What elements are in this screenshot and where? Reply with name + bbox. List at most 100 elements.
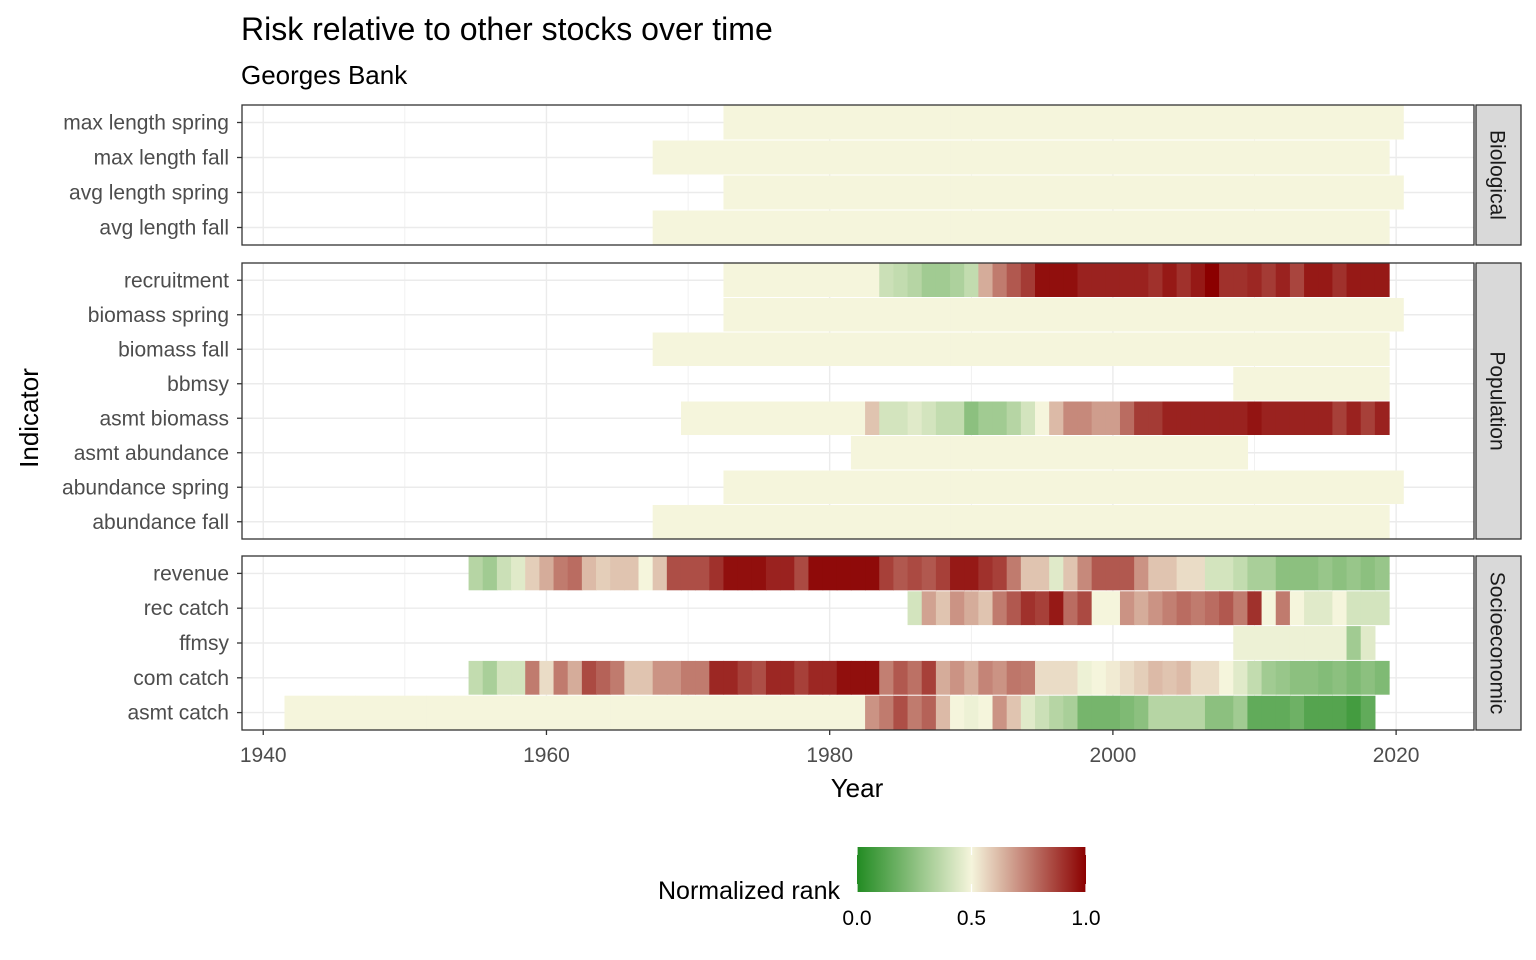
- heatmap-tile: [695, 695, 710, 730]
- heatmap-tile: [808, 660, 824, 695]
- heatmap-tile: [865, 695, 880, 730]
- heatmap-tile: [1332, 505, 1348, 539]
- heatmap-tile: [1204, 505, 1220, 539]
- heatmap-tile: [1035, 505, 1050, 539]
- heatmap-tile: [1105, 470, 1121, 504]
- heatmap-tile: [964, 695, 979, 730]
- heatmap-tile: [780, 140, 795, 175]
- heatmap-tile: [723, 556, 739, 591]
- heatmap-tile: [1006, 298, 1022, 332]
- heatmap-tile: [836, 140, 852, 175]
- heatmap-tile: [765, 401, 781, 435]
- heatmap-tile: [850, 401, 866, 435]
- heatmap-tile: [1148, 470, 1164, 504]
- heatmap-tile: [1035, 556, 1050, 591]
- heatmap-tile: [836, 298, 852, 332]
- heatmap-tile: [879, 436, 895, 470]
- heatmap-tile: [978, 210, 994, 245]
- heatmap-tile: [935, 505, 951, 539]
- heatmap-tile: [1134, 591, 1149, 626]
- heatmap-tile: [1346, 470, 1362, 504]
- heatmap-tile: [596, 556, 611, 591]
- facet-strip: [1475, 104, 1522, 246]
- heatmap-tile: [680, 210, 696, 245]
- heatmap-tile: [992, 505, 1008, 539]
- heatmap-tile: [539, 695, 555, 730]
- heatmap-tile: [822, 556, 838, 591]
- y-tick-label: rec catch: [144, 597, 229, 620]
- heatmap-tile: [1148, 436, 1164, 470]
- heatmap-tile: [822, 401, 838, 435]
- heatmap-tile: [978, 436, 994, 470]
- heatmap-tile: [1105, 298, 1121, 332]
- heatmap-tile: [610, 695, 625, 730]
- heatmap-tile: [596, 695, 611, 730]
- heatmap-tile: [1176, 660, 1192, 695]
- heatmap-tile: [1105, 105, 1121, 140]
- heatmap-tile: [680, 332, 696, 366]
- y-tick-label: asmt abundance: [74, 442, 229, 465]
- heatmap-tile: [737, 660, 753, 695]
- heatmap-tile: [1374, 175, 1390, 210]
- heatmap-tile: [680, 660, 696, 695]
- heatmap-tile: [794, 401, 810, 435]
- heatmap-tile: [1204, 436, 1220, 470]
- heatmap-tile: [525, 660, 540, 695]
- heatmap-tile: [1162, 660, 1178, 695]
- facet-strip: [1475, 262, 1522, 540]
- heatmap-tile: [567, 660, 583, 695]
- heatmap-tile: [1148, 401, 1164, 435]
- heatmap-tile: [1063, 436, 1079, 470]
- heatmap-tile: [1219, 298, 1234, 332]
- heatmap-tile: [1162, 591, 1178, 626]
- heatmap-tile: [850, 556, 866, 591]
- heatmap-tile: [893, 660, 909, 695]
- heatmap-tile: [1190, 263, 1206, 297]
- heatmap-tile: [1049, 263, 1064, 297]
- heatmap-tile: [1105, 263, 1121, 297]
- heatmap-tile: [964, 298, 979, 332]
- heatmap-tile: [1318, 660, 1333, 695]
- heatmap-tile: [1204, 175, 1220, 210]
- heatmap-tile: [1176, 140, 1192, 175]
- heatmap-tile: [1020, 263, 1036, 297]
- heatmap-tile: [723, 210, 739, 245]
- heatmap-tile: [1346, 332, 1362, 366]
- heatmap-tile: [893, 210, 909, 245]
- heatmap-tile: [950, 175, 965, 210]
- heatmap-tile: [751, 105, 767, 140]
- heatmap-tile: [1289, 105, 1305, 140]
- heatmap-tile: [1360, 556, 1376, 591]
- heatmap-tile: [709, 210, 725, 245]
- heatmap-tile: [695, 401, 710, 435]
- heatmap-tile: [1049, 470, 1064, 504]
- heatmap-tile: [1091, 105, 1107, 140]
- heatmap-tile: [1233, 298, 1249, 332]
- heatmap-tile: [666, 210, 682, 245]
- heatmap-tile: [1105, 695, 1121, 730]
- heatmap-tile: [1261, 470, 1277, 504]
- heatmap-tile: [1063, 140, 1079, 175]
- heatmap-tile: [907, 591, 923, 626]
- heatmap-tile: [709, 660, 725, 695]
- heatmap-tile: [950, 105, 965, 140]
- heatmap-tile: [780, 695, 795, 730]
- heatmap-tile: [1049, 591, 1064, 626]
- row-ffmsy: [1233, 626, 1376, 660]
- heatmap-tile: [1289, 626, 1305, 660]
- heatmap-tile: [1119, 556, 1135, 591]
- heatmap-tile: [1233, 210, 1249, 245]
- heatmap-tile: [1190, 436, 1206, 470]
- heatmap-tile: [1304, 591, 1319, 626]
- heatmap-tile: [468, 695, 484, 730]
- heatmap-tile: [780, 175, 795, 210]
- heatmap-tile: [1190, 298, 1206, 332]
- heatmap-tile: [1275, 263, 1291, 297]
- heatmap-tile: [935, 210, 951, 245]
- heatmap-tile: [525, 556, 540, 591]
- heatmap-tile: [1374, 140, 1390, 175]
- heatmap-tile: [1119, 505, 1135, 539]
- heatmap-tile: [737, 556, 753, 591]
- heatmap-tile: [284, 695, 300, 730]
- heatmap-tile: [1389, 175, 1404, 210]
